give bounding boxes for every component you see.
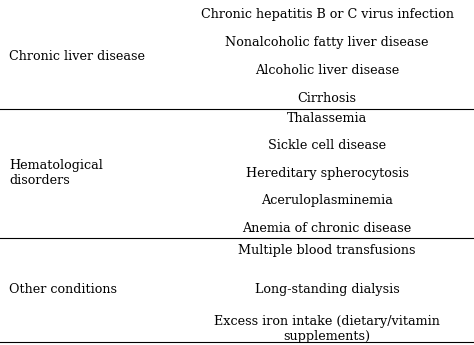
Text: Multiple blood transfusions: Multiple blood transfusions (238, 244, 416, 257)
Text: Nonalcoholic fatty liver disease: Nonalcoholic fatty liver disease (225, 37, 429, 49)
Text: Cirrhosis: Cirrhosis (298, 92, 356, 106)
Text: Excess iron intake (dietary/vitamin
supplements): Excess iron intake (dietary/vitamin supp… (214, 315, 440, 343)
Text: Anemia of chronic disease: Anemia of chronic disease (242, 222, 412, 235)
Text: Chronic liver disease: Chronic liver disease (9, 50, 146, 63)
Text: Thalassemia: Thalassemia (287, 112, 367, 125)
Text: Aceruloplasminemia: Aceruloplasminemia (261, 194, 393, 207)
Text: Hereditary spherocytosis: Hereditary spherocytosis (246, 167, 409, 180)
Text: Chronic hepatitis B or C virus infection: Chronic hepatitis B or C virus infection (201, 8, 454, 21)
Text: Other conditions: Other conditions (9, 283, 118, 296)
Text: Sickle cell disease: Sickle cell disease (268, 139, 386, 152)
Text: Alcoholic liver disease: Alcoholic liver disease (255, 65, 399, 77)
Text: Hematological
disorders: Hematological disorders (9, 159, 103, 187)
Text: Long-standing dialysis: Long-standing dialysis (255, 283, 400, 296)
